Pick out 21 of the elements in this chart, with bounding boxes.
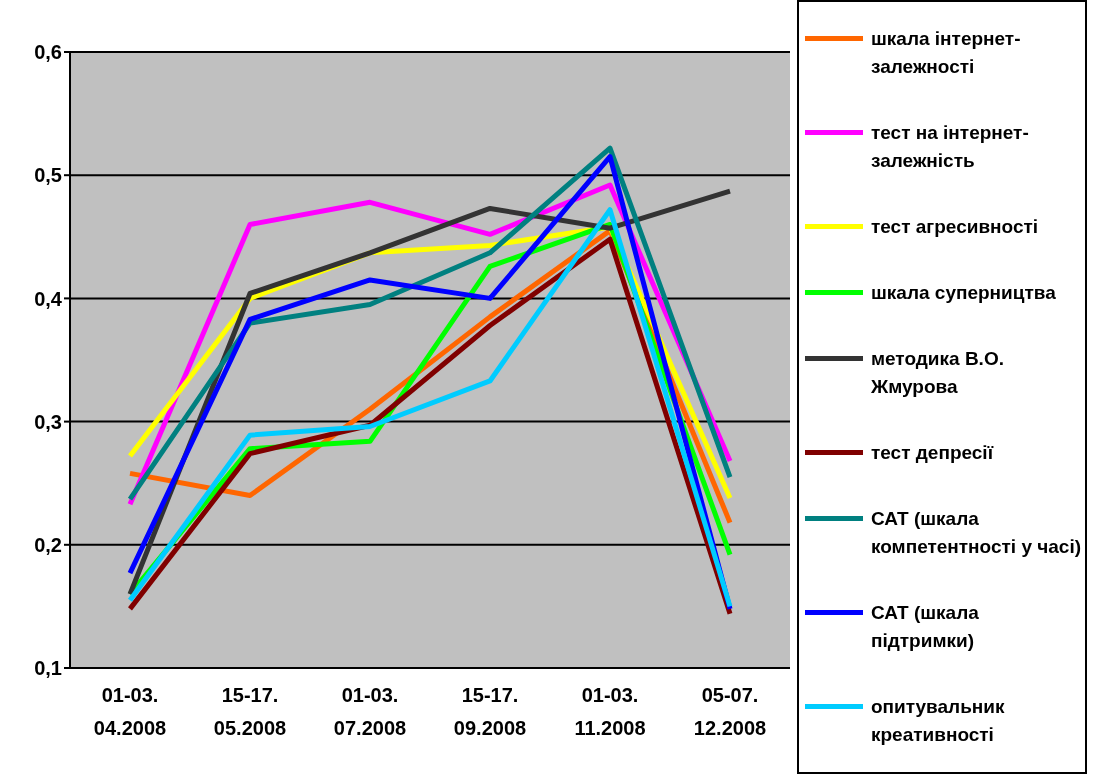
legend-label: тест на інтернет-залежність (871, 121, 1030, 173)
x-tick-label: 05-07. 12.2008 (693, 684, 767, 739)
legend-label: тест агресивності (871, 215, 1040, 239)
y-tick-label: 0,1 (34, 657, 62, 680)
x-tick-label: 01-03. 11.2008 (574, 684, 646, 739)
legend-label: шкала суперництва (871, 281, 1057, 305)
legend-label: САТ (шкала компетентності у часі) (871, 507, 1081, 559)
x-tick-label: 15-17. 05.2008 (213, 684, 287, 739)
y-tick-label: 0,5 (34, 164, 62, 187)
legend-label: САТ (шкала підтримки) (871, 601, 980, 653)
legend-label: опитувальник креативності (871, 695, 1006, 747)
y-tick-label: 0,2 (34, 533, 62, 556)
x-tick-label: 01-03. 04.2008 (93, 684, 167, 739)
y-tick-label: 0,6 (34, 41, 62, 64)
y-tick-label: 0,4 (34, 287, 63, 310)
legend-label: методика В.О. Жмурова (871, 347, 1005, 399)
y-tick-label: 0,3 (34, 410, 62, 433)
x-tick-label: 01-03. 07.2008 (333, 684, 407, 739)
legend-label: шкала інтернет-залежності (871, 27, 1022, 79)
x-tick-label: 15-17. 09.2008 (453, 684, 527, 739)
legend-label: тест депресії (871, 441, 995, 465)
